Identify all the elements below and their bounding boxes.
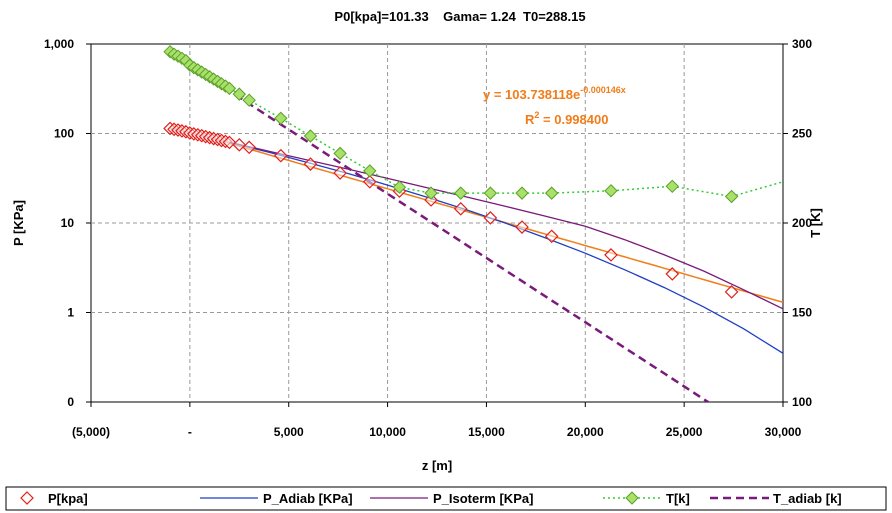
legend-label-p-kpa: P[kpa] — [48, 491, 88, 506]
legend-label-p-adiab-kpa: P_Adiab [KPa] — [263, 491, 353, 506]
trendline-equation: y = 103.738118e-0.000146x — [483, 85, 626, 102]
data-point-t-k — [392, 180, 407, 194]
y-right-tick-label: 100 — [792, 395, 812, 409]
trendline-r2-sup: 2 — [534, 110, 539, 120]
legend-label-p-isoterm-kpa: P_Isoterm [KPa] — [433, 491, 533, 506]
data-point-t-k — [363, 164, 377, 178]
marker-layer — [163, 44, 739, 299]
series-line-p-adiab-kpa — [169, 127, 783, 354]
x-tick-label: 5,000 — [274, 425, 304, 439]
data-point-p-kpa — [604, 248, 618, 262]
data-point-t-k — [665, 179, 679, 194]
data-point-p-kpa — [724, 285, 739, 299]
y-left-tick-label: 100 — [54, 127, 74, 141]
y-right-tick-label: 300 — [792, 37, 812, 51]
data-point-t-k — [724, 189, 739, 204]
data-point-t-k — [544, 186, 559, 200]
data-point-t-k — [515, 186, 529, 200]
x-tick-label: 25,000 — [666, 425, 703, 439]
trendline-equation-base: y = 103.738118e — [483, 87, 580, 102]
data-point-t-k — [232, 87, 246, 101]
y-right-tick-label: 150 — [792, 306, 812, 320]
y-left-tick-label: 1 — [67, 306, 74, 320]
chart-title: P0[kpa]=101.33 Gama= 1.24 T0=288.15 — [334, 9, 585, 24]
data-point-t-k — [604, 184, 618, 198]
data-point-t-k — [222, 81, 237, 96]
y-left-axis-ticks: 0 1 10 100 1,000 — [44, 37, 91, 409]
data-point-p-kpa — [303, 157, 318, 171]
gridlines — [91, 44, 783, 402]
x-tick-label: 20,000 — [567, 425, 604, 439]
y-left-tick-label: 1,000 — [44, 37, 74, 51]
data-point-t-k — [274, 111, 288, 125]
trendline-r2-value: = 0.998400 — [539, 112, 608, 127]
x-tick-label: - — [188, 425, 192, 439]
data-point-p-kpa — [483, 211, 498, 225]
data-point-t-k — [483, 186, 498, 200]
series-line-t-adiab-k — [169, 51, 711, 402]
trendline-r2-prefix: R — [525, 112, 535, 127]
y-left-tick-label: 10 — [61, 216, 75, 230]
legend-label-t-adiab-k: T_adiab [k] — [773, 491, 842, 506]
data-point-t-k — [303, 129, 318, 143]
data-point-p-kpa — [232, 137, 247, 152]
data-point-p-kpa — [362, 174, 377, 189]
legend: P[kpa] P_Adiab [KPa] P_Isoterm [KPa] T[k] T_… — [5, 486, 887, 511]
x-axis-label: z [m] — [422, 458, 452, 473]
series-line-p-isoterm-kpa — [169, 127, 783, 310]
legend-symbol-p-kpa — [20, 491, 34, 505]
data-point-p-kpa — [424, 193, 438, 207]
data-point-p-kpa — [544, 229, 559, 244]
y-left-tick-label: 0 — [67, 395, 74, 409]
legend-label-t-k: T[k] — [666, 491, 690, 506]
data-point-t-k — [333, 146, 347, 161]
legend-marker-t-k — [625, 491, 639, 505]
series-line-t-k — [169, 51, 783, 198]
x-tick-label: (5,000) — [72, 425, 110, 439]
x-axis-ticks: (5,000) - 5,000 10,000 15,000 20,000 25,000 30,… — [72, 402, 802, 439]
trendline-r2: R2 = 0.998400 — [525, 110, 608, 127]
y-right-axis-ticks: 100 150 200 250 300 — [783, 37, 812, 409]
data-point-t-k — [454, 186, 468, 200]
x-tick-label: 15,000 — [468, 425, 505, 439]
data-point-t-k — [424, 186, 438, 200]
series-layer — [169, 51, 783, 402]
data-point-p-kpa — [242, 140, 257, 155]
legend-box — [5, 486, 887, 511]
data-point-p-kpa — [333, 166, 347, 180]
y-right-tick-label: 200 — [792, 216, 812, 230]
x-tick-label: 10,000 — [369, 425, 406, 439]
data-point-t-k — [242, 93, 256, 107]
y-right-axis-label: T [K] — [808, 208, 823, 238]
data-point-p-kpa — [665, 267, 680, 281]
trendline-equation-exponent: -0.000146x — [580, 85, 626, 95]
data-point-p-kpa — [273, 148, 288, 163]
trendline — [169, 125, 783, 304]
data-point-p-kpa — [453, 201, 468, 216]
data-point-p-kpa — [222, 135, 237, 150]
data-point-p-kpa — [515, 220, 529, 234]
y-left-axis-label: P [KPa] — [11, 200, 26, 246]
y-right-tick-label: 250 — [792, 127, 812, 141]
x-tick-label: 30,000 — [765, 425, 802, 439]
